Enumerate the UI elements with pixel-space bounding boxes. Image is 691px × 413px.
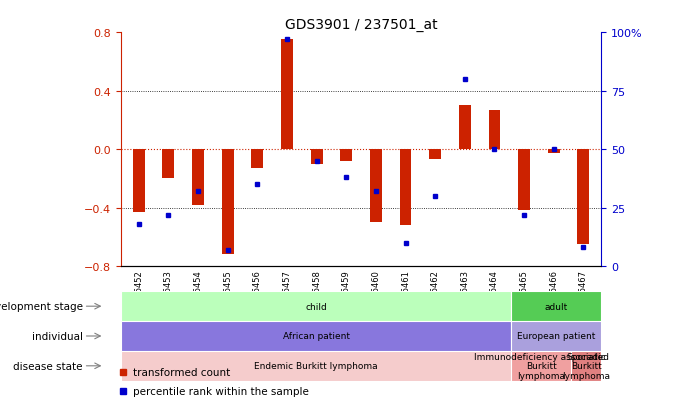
Bar: [311, 150, 323, 164]
Text: percentile rank within the sample: percentile rank within the sample: [133, 387, 309, 396]
Text: adult: adult: [545, 302, 568, 311]
Bar: [121, 292, 511, 321]
Bar: [252, 150, 263, 169]
Bar: [518, 150, 530, 211]
Bar: [121, 321, 511, 351]
Bar: [121, 351, 511, 381]
Text: Endemic Burkitt lymphoma: Endemic Burkitt lymphoma: [254, 361, 378, 370]
Bar: [192, 150, 204, 205]
Text: child: child: [305, 302, 327, 311]
Text: Sporadic
Burkitt
lymphoma: Sporadic Burkitt lymphoma: [562, 352, 610, 380]
Bar: [133, 150, 144, 212]
Text: Immunodeficiency associated
Burkitt
lymphoma: Immunodeficiency associated Burkitt lymp…: [473, 352, 609, 380]
Bar: [429, 150, 441, 160]
Bar: [222, 150, 234, 255]
Bar: [399, 150, 411, 225]
Bar: [578, 150, 589, 244]
Text: transformed count: transformed count: [133, 367, 230, 377]
Bar: [511, 351, 571, 381]
Bar: [162, 150, 174, 179]
Bar: [281, 40, 293, 150]
Text: disease state: disease state: [13, 361, 83, 371]
Bar: [511, 292, 601, 321]
Text: individual: individual: [32, 331, 83, 341]
Bar: [571, 351, 601, 381]
Bar: [340, 150, 352, 161]
Bar: [548, 150, 560, 154]
Bar: [459, 106, 471, 150]
Bar: [370, 150, 382, 223]
Bar: [489, 110, 500, 150]
Text: African patient: African patient: [283, 332, 350, 341]
Title: GDS3901 / 237501_at: GDS3901 / 237501_at: [285, 18, 437, 32]
Bar: [511, 321, 601, 351]
Text: development stage: development stage: [0, 301, 83, 311]
Text: European patient: European patient: [517, 332, 596, 341]
